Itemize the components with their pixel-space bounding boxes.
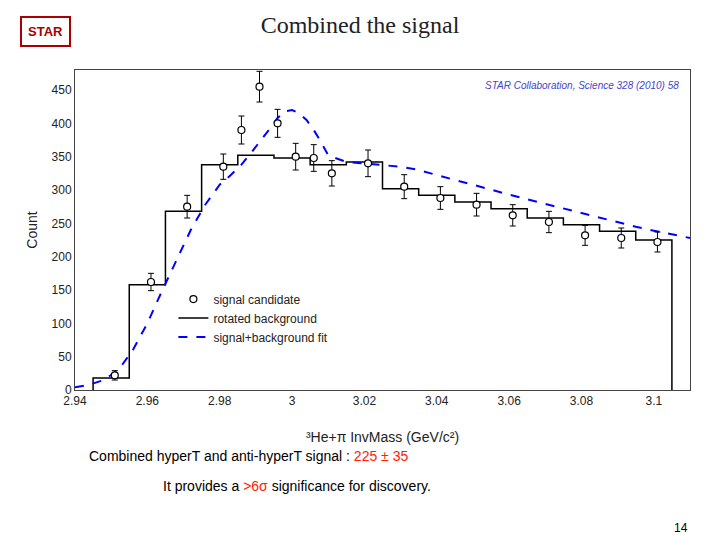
svg-text:Count: Count [24, 211, 40, 248]
svg-text:3.06: 3.06 [497, 394, 521, 408]
svg-text:3.1: 3.1 [645, 394, 662, 408]
svg-text:It provides a >6σ significance: It provides a >6σ significance for disco… [163, 478, 431, 494]
svg-text:3.02: 3.02 [353, 394, 377, 408]
svg-text:Combined hyperT and anti-hyper: Combined hyperT and anti-hyperT signal :… [89, 448, 408, 464]
svg-text:400: 400 [52, 117, 72, 131]
svg-text:3.04: 3.04 [425, 394, 449, 408]
svg-text:100: 100 [52, 317, 72, 331]
svg-text:350: 350 [52, 150, 72, 164]
svg-text:3.08: 3.08 [570, 394, 594, 408]
svg-text:200: 200 [52, 250, 72, 264]
svg-text:300: 300 [52, 183, 72, 197]
svg-text:2.94: 2.94 [63, 394, 87, 408]
svg-text:0: 0 [65, 383, 72, 397]
svg-text:rotated background: rotated background [213, 312, 316, 326]
svg-text:150: 150 [52, 283, 72, 297]
svg-text:14: 14 [674, 521, 688, 535]
svg-text:signal candidate: signal candidate [213, 293, 300, 307]
svg-text:250: 250 [52, 217, 72, 231]
svg-text:2.98: 2.98 [208, 394, 232, 408]
svg-text:³He+π InvMass (GeV/c²): ³He+π InvMass (GeV/c²) [306, 429, 459, 445]
svg-text:2.96: 2.96 [136, 394, 160, 408]
svg-text:450: 450 [52, 83, 72, 97]
svg-text:STAR: STAR [28, 24, 63, 39]
svg-text:Combined the signal: Combined the signal [261, 12, 460, 38]
svg-text:50: 50 [58, 350, 72, 364]
svg-text:STAR Collaboration, Science 32: STAR Collaboration, Science 328 (2010) 5… [485, 80, 679, 91]
svg-text:signal+background fit: signal+background fit [213, 331, 327, 345]
svg-text:3: 3 [289, 394, 296, 408]
